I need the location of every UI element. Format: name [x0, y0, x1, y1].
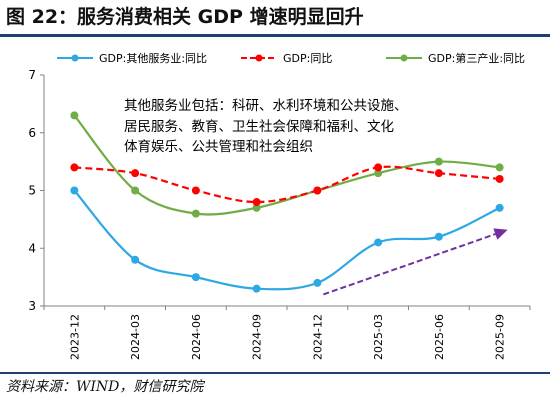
annotation-text: 体育娱乐、公共管理和社会组织 [124, 139, 313, 155]
y-tick-label: 7 [28, 68, 36, 82]
x-tick-label: 2025-03 [372, 314, 385, 360]
annotation-text: 其他服务业包括：科研、水利环境和公共设施、 [124, 98, 408, 114]
source-note: 资料来源：WIND，财信研究院 [6, 379, 204, 395]
data-point [495, 174, 504, 183]
x-tick-label: 2025-09 [494, 314, 507, 360]
x-tick-label: 2025-06 [433, 314, 446, 360]
legend-label: GDP:其他服务业:同比 [99, 52, 207, 65]
trend-arrow-shaft [323, 233, 496, 296]
legend-marker [255, 54, 263, 62]
data-point [434, 157, 443, 166]
annotation-text: 居民服务、教育、卫生社会保障和福利、文化 [124, 119, 394, 135]
x-tick-label: 2024-06 [190, 314, 203, 360]
data-point [70, 163, 79, 172]
annotation: 其他服务业包括：科研、水利环境和公共设施、居民服务、教育、卫生社会保障和福利、文… [124, 98, 408, 155]
series-line [73, 189, 501, 291]
data-point [252, 198, 261, 207]
legend-marker [71, 54, 79, 62]
x-tick-label: 2024-03 [129, 314, 142, 360]
chart-title: 图 22：服务消费相关 GDP 增速明显回升 [6, 6, 364, 28]
footer-divider [0, 372, 550, 374]
x-tick-label: 2024-09 [251, 314, 264, 360]
trend-arrow [323, 228, 508, 296]
data-point [131, 255, 140, 264]
data-point [374, 238, 383, 247]
data-point [495, 203, 504, 212]
data-point [374, 169, 383, 178]
data-point [374, 163, 383, 172]
data-point [191, 186, 200, 195]
x-tick-label: 2024-12 [311, 314, 324, 360]
legend-label: GDP:第三产业:同比 [428, 51, 525, 65]
title-divider [0, 34, 550, 37]
data-point [252, 284, 261, 293]
data-point [70, 186, 79, 195]
data-point [495, 163, 504, 172]
series-line [74, 165, 500, 204]
data-point [191, 273, 200, 282]
data-point [434, 232, 443, 241]
trend-arrow-head [493, 228, 508, 240]
data-point [70, 111, 79, 120]
data-point [191, 209, 200, 218]
data-point [252, 203, 261, 212]
line-chart: GDP:其他服务业:同比 GDP:同比 GDP:第三产业:同比 3 4 5 6 7 2023-… [28, 51, 531, 360]
x-tick-label: 2023-12 [68, 314, 81, 360]
data-point [131, 186, 140, 195]
axes: 3 4 5 6 7 2023-12 2024-03 2024-06 2024-09 2024-12… [28, 68, 531, 360]
y-tick-label: 6 [28, 126, 36, 140]
y-tick-label: 3 [28, 299, 36, 313]
y-tick-label: 4 [28, 241, 36, 255]
data-point [131, 169, 140, 178]
legend-label: GDP:同比 [283, 52, 332, 65]
data-point [434, 169, 443, 178]
series-group [70, 111, 504, 293]
legend-marker [400, 54, 408, 62]
legend: GDP:其他服务业:同比 GDP:同比 GDP:第三产业:同比 [57, 51, 525, 65]
data-point [313, 186, 322, 195]
y-tick-label: 5 [28, 184, 36, 198]
data-point [313, 278, 322, 287]
